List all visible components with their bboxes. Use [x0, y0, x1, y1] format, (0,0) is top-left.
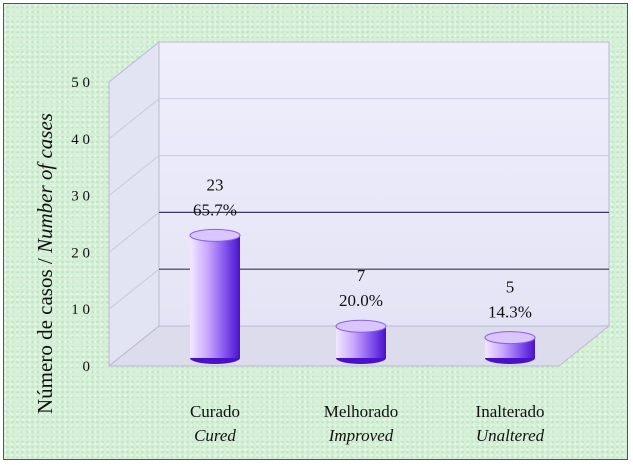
bar-improved	[335, 319, 387, 364]
category-label-en: Unaltered	[476, 426, 545, 445]
y-tick-label: 5 0	[71, 75, 90, 91]
y-tick-label: 0	[83, 359, 91, 375]
bar-percent-label: 14.3%	[488, 303, 532, 322]
y-tick-label: 2 0	[71, 245, 90, 261]
bar-value-label: 23	[207, 175, 224, 194]
bar-percent-label: 65.7%	[193, 200, 237, 219]
category-label-pt: Inalterado	[476, 402, 545, 421]
bar-body	[190, 235, 240, 358]
category-label-pt: Melhorado	[324, 402, 399, 421]
y-axis-label-en: Number of cases	[33, 113, 57, 254]
y-tick-label: 3 0	[71, 189, 90, 205]
y-axis-label-sep: /	[33, 253, 57, 269]
bar-top	[484, 331, 536, 345]
gridline-side	[108, 212, 160, 253]
category-label-pt: Curado	[190, 402, 240, 421]
category-label-en: Improved	[328, 426, 394, 445]
bar-value-label: 7	[357, 266, 366, 285]
bar-percent-label: 20.0%	[339, 291, 383, 310]
y-axis-label-pt: Número de casos	[33, 269, 57, 414]
gridline-side	[108, 98, 160, 140]
side-wall	[108, 40, 160, 368]
bar-top	[335, 319, 387, 333]
bar-unaltered	[484, 331, 536, 364]
bar-value-label: 5	[506, 278, 515, 297]
bar-top	[189, 228, 241, 242]
gridline-side	[108, 155, 160, 196]
y-tick-label: 4 0	[71, 132, 90, 148]
y-axis-label: Número de casos / Number of cases	[33, 113, 57, 414]
chart-frame: 0 1 0 2 0 3 0 4 0 5 0 23 65.7% 7 20.0% 5 14.3% Cur…	[3, 3, 628, 460]
gridline-side	[108, 268, 160, 310]
bar-cured	[189, 228, 241, 364]
bar-chart: 0 1 0 2 0 3 0 4 0 5 0 23 65.7% 7 20.0% 5 14.3% Cur…	[33, 40, 611, 445]
y-tick-label: 1 0	[71, 302, 90, 318]
category-label-en: Cured	[194, 426, 236, 445]
